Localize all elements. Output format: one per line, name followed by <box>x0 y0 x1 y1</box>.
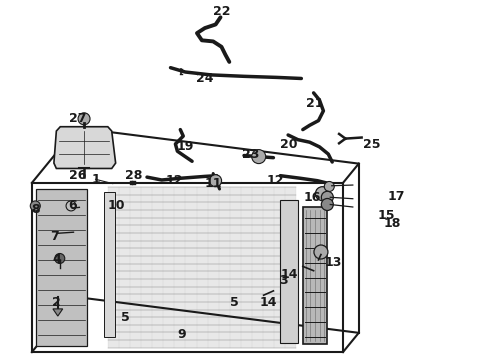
Circle shape <box>321 198 333 211</box>
Polygon shape <box>54 127 116 168</box>
Text: 14: 14 <box>260 296 277 309</box>
Circle shape <box>316 187 329 201</box>
Text: 12: 12 <box>267 174 284 187</box>
Polygon shape <box>53 309 63 316</box>
Circle shape <box>210 175 221 187</box>
Text: 6: 6 <box>68 199 77 212</box>
Circle shape <box>252 150 266 163</box>
Text: 27: 27 <box>69 112 86 125</box>
Text: 19: 19 <box>176 140 194 153</box>
Circle shape <box>324 181 334 192</box>
Text: 8: 8 <box>31 203 40 216</box>
Text: 1: 1 <box>91 173 100 186</box>
Text: 20: 20 <box>280 138 298 150</box>
Text: 22: 22 <box>213 5 230 18</box>
Text: 23: 23 <box>242 148 260 161</box>
Text: 5: 5 <box>230 296 239 309</box>
Text: 14: 14 <box>280 268 298 281</box>
Text: 28: 28 <box>124 169 142 182</box>
Text: 3: 3 <box>279 274 288 287</box>
Text: 13: 13 <box>324 256 342 269</box>
Bar <box>303 207 327 344</box>
Text: 24: 24 <box>196 72 214 85</box>
Text: 25: 25 <box>363 138 380 151</box>
Bar <box>280 200 298 343</box>
Circle shape <box>30 201 40 211</box>
Text: 21: 21 <box>306 97 323 110</box>
Text: 12: 12 <box>165 174 183 187</box>
Text: 26: 26 <box>69 169 86 182</box>
Bar <box>108 187 296 348</box>
Text: 11: 11 <box>204 177 222 190</box>
Bar <box>36 189 87 346</box>
Circle shape <box>314 245 328 259</box>
Text: 7: 7 <box>50 230 59 243</box>
Text: 10: 10 <box>108 199 125 212</box>
Text: 15: 15 <box>377 209 395 222</box>
Text: 4: 4 <box>52 253 61 266</box>
Text: 9: 9 <box>177 328 186 341</box>
Text: 17: 17 <box>387 190 405 203</box>
Text: 2: 2 <box>52 296 61 309</box>
Circle shape <box>78 113 90 125</box>
Text: 16: 16 <box>304 191 321 204</box>
Text: 18: 18 <box>383 217 401 230</box>
Circle shape <box>321 191 333 203</box>
Text: 5: 5 <box>121 311 129 324</box>
Bar <box>104 192 115 337</box>
Bar <box>32 183 343 352</box>
Circle shape <box>55 253 65 264</box>
